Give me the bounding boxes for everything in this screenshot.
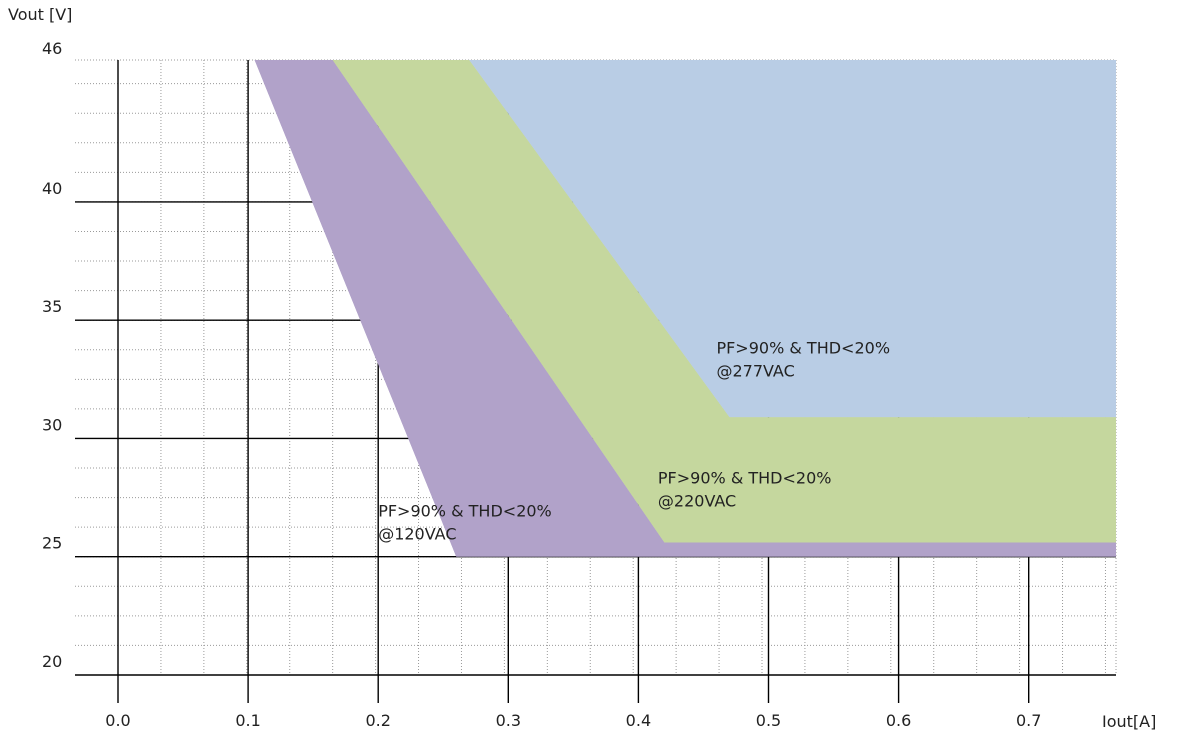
x-tick-label: 0.6	[886, 711, 911, 730]
tick-labels: 0.0 0.1 0.2 0.3 0.4 0.5 0.6 0.7 20 25 30 35 40 46	[42, 39, 1041, 730]
region-label-3-line-2: @277VAC	[716, 361, 794, 380]
region-label-1-line-2: @120VAC	[378, 525, 456, 544]
region-label-2-line-1: PF>90% & THD<20%	[658, 468, 832, 487]
region-label-2-line-2: @220VAC	[658, 491, 736, 510]
x-axis-title: Iout[A]	[1102, 712, 1156, 731]
x-tick-label: 0.2	[365, 711, 390, 730]
y-tick-label: 40	[42, 179, 62, 198]
x-tick-label: 0.5	[756, 711, 781, 730]
y-tick-label: 46	[42, 39, 62, 58]
x-tick-label: 0.4	[626, 711, 651, 730]
region-cover-2	[332, 60, 1116, 543]
y-tick-label: 30	[42, 415, 62, 434]
region-cover-1	[254, 60, 1117, 557]
region-label-1-line-1: PF>90% & THD<20%	[378, 502, 552, 521]
x-tick-label: 0.7	[1016, 711, 1041, 730]
major-grid	[75, 60, 1117, 703]
region-label-3-line-1: PF>90% & THD<20%	[716, 338, 890, 357]
y-axis-title: Vout [V]	[8, 5, 72, 24]
y-tick-label: 20	[42, 652, 62, 671]
x-tick-label: 0.3	[496, 711, 521, 730]
y-tick-label: 25	[42, 534, 62, 553]
region-cover-3	[469, 60, 1116, 418]
x-tick-label: 0.1	[235, 711, 260, 730]
y-tick-label: 35	[42, 297, 62, 316]
x-tick-label: 0.0	[105, 711, 130, 730]
region-labels: PF>90% & THD<20% @120VAC PF>90% & THD<20% @…	[378, 338, 890, 543]
